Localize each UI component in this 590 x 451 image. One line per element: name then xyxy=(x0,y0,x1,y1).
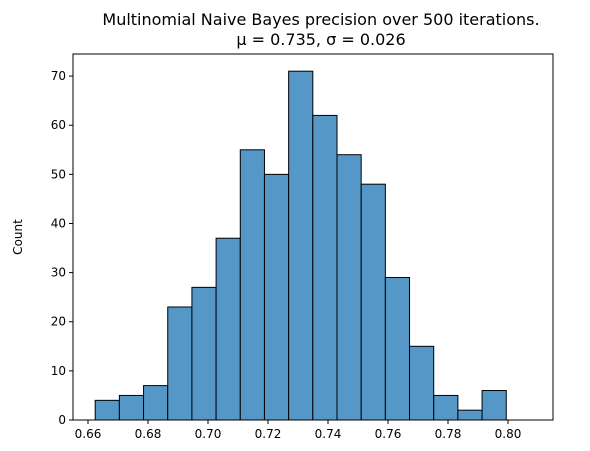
chart-title-line-1: Multinomial Naive Bayes precision over 5… xyxy=(102,10,539,29)
y-tick-label: 10 xyxy=(51,364,66,378)
x-tick-label: 0.76 xyxy=(375,427,402,441)
y-tick-label: 70 xyxy=(51,69,66,83)
plot-frame xyxy=(72,53,554,421)
y-tick-label: 60 xyxy=(51,118,66,132)
y-tick-label: 20 xyxy=(51,315,66,329)
histogram-bar xyxy=(215,237,241,421)
histogram-bar xyxy=(143,385,169,421)
histogram-bar xyxy=(384,277,411,421)
histogram-bar xyxy=(94,399,120,421)
histogram-bar xyxy=(481,390,507,421)
histogram-bar xyxy=(118,394,145,421)
histogram-bar xyxy=(433,394,459,421)
chart-title-line-2: μ = 0.735, σ = 0.026 xyxy=(236,30,405,49)
histogram-bar xyxy=(409,345,435,421)
histogram-bar xyxy=(263,173,290,421)
histogram-bar xyxy=(167,306,193,421)
x-tick-label: 0.70 xyxy=(195,427,222,441)
histogram-bar xyxy=(288,70,314,421)
histogram-bar xyxy=(312,114,338,421)
y-tick-label: 0 xyxy=(58,413,66,427)
histogram-bar xyxy=(457,409,483,421)
histogram-bar xyxy=(191,286,217,421)
x-tick-label: 0.66 xyxy=(75,427,102,441)
x-tick-label: 0.78 xyxy=(435,427,462,441)
bars-group xyxy=(94,70,507,421)
y-axis-label: Count xyxy=(11,219,25,255)
histogram-bar xyxy=(360,183,386,421)
x-axis-ticks: 0.66 0.68 0.70 0.72 0.74 0.76 0.78 0.80 xyxy=(75,420,522,441)
y-tick-label: 30 xyxy=(51,266,66,280)
x-tick-label: 0.68 xyxy=(135,427,162,441)
x-tick-label: 0.72 xyxy=(255,427,282,441)
histogram-bar xyxy=(239,149,265,421)
x-tick-label: 0.74 xyxy=(315,427,342,441)
y-axis-ticks: 0 10 20 30 40 50 60 70 xyxy=(51,69,73,427)
y-tick-label: 40 xyxy=(51,216,66,230)
x-tick-label: 0.80 xyxy=(495,427,522,441)
y-tick-label: 50 xyxy=(51,167,66,181)
histogram-bar xyxy=(336,154,362,421)
